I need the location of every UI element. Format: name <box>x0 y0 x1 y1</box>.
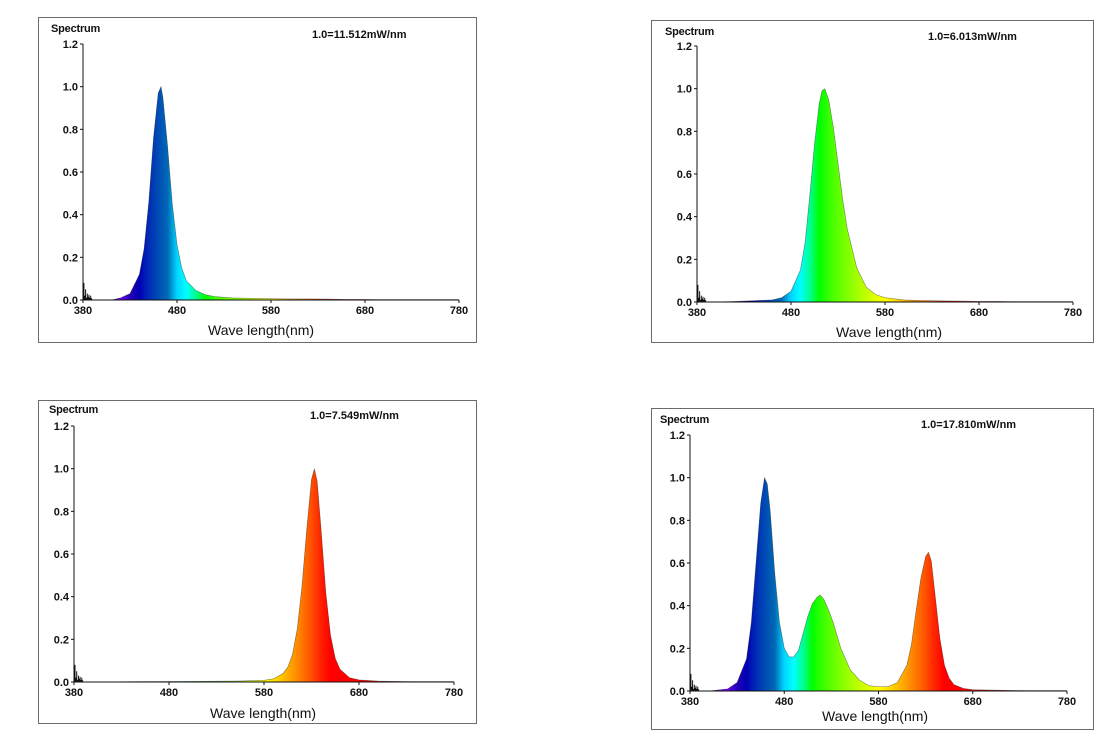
x-tick-label: 480 <box>160 687 178 699</box>
chart-plot: 0.0 0.2 0.4 0.6 0.8 1.0 1.2 380 480 580 680 780 <box>54 421 463 699</box>
chart-plot: 0.0 0.2 0.4 0.6 0.8 1.0 1.2 380 480 580 680 780 <box>670 430 1076 708</box>
x-tick-label: 380 <box>688 307 706 319</box>
y-tick-label: 0.2 <box>63 252 78 264</box>
noise-spike <box>74 664 84 682</box>
y-tick-label: 0.4 <box>63 210 79 222</box>
spectrum-area <box>697 88 1073 302</box>
spectrum-line <box>83 85 459 301</box>
spectrum-line <box>690 476 1067 692</box>
x-tick-label: 780 <box>1064 307 1082 319</box>
y-tick-label: 0.8 <box>677 126 692 138</box>
scale-note: 1.0=17.810mW/nm <box>921 419 1017 431</box>
y-tick-label: 0.4 <box>54 592 70 604</box>
x-axis-title: Wave length(nm) <box>836 324 943 340</box>
spectrum-chart-red: Spectrum 1.0=7.549mW/nm Wave length(nm) … <box>38 400 477 724</box>
noise-spike <box>83 282 93 300</box>
y-tick-label: 1.0 <box>54 464 69 476</box>
y-tick-label: 0.8 <box>63 124 78 136</box>
x-tick-label: 580 <box>262 305 280 317</box>
y-axis-title: Spectrum <box>665 26 715 38</box>
x-tick-label: 480 <box>782 307 800 319</box>
y-tick-label: 0.2 <box>670 643 685 655</box>
y-tick-label: 0.4 <box>670 601 686 613</box>
noise-spike <box>697 284 707 302</box>
x-tick-label: 380 <box>681 696 699 708</box>
y-tick-label: 0.0 <box>670 686 685 698</box>
x-axis-title: Wave length(nm) <box>208 322 315 338</box>
x-tick-label: 580 <box>876 307 894 319</box>
x-tick-label: 780 <box>450 305 468 317</box>
noise-spike <box>690 673 700 691</box>
spectrum-chart-rgb: Spectrum 1.0=17.810mW/nm Wave length(nm)… <box>651 408 1094 730</box>
chart-plot: 0.0 0.2 0.4 0.6 0.8 1.0 1.2 380 480 580 680 780 <box>63 39 468 317</box>
x-tick-label: 780 <box>445 687 463 699</box>
y-tick-label: 1.2 <box>54 421 69 433</box>
y-tick-label: 0.2 <box>54 634 69 646</box>
y-axis-title: Spectrum <box>660 414 710 426</box>
y-tick-label: 0.6 <box>54 549 69 561</box>
y-tick-label: 1.2 <box>670 430 685 442</box>
x-tick-label: 580 <box>255 687 273 699</box>
spectrum-area <box>690 477 1067 691</box>
y-axis-title: Spectrum <box>49 404 99 416</box>
spectrum-area <box>83 86 459 300</box>
y-tick-label: 0.0 <box>677 297 692 309</box>
y-tick-label: 0.2 <box>677 254 692 266</box>
x-tick-label: 480 <box>775 696 793 708</box>
y-tick-label: 0.6 <box>677 169 692 181</box>
x-tick-label: 380 <box>74 305 92 317</box>
x-tick-label: 680 <box>350 687 368 699</box>
spectrum-chart-blue: Spectrum 1.0=11.512mW/nm Wave length(nm)… <box>38 17 477 343</box>
x-tick-label: 580 <box>869 696 887 708</box>
y-tick-label: 0.4 <box>677 212 693 224</box>
y-tick-label: 1.0 <box>63 82 78 94</box>
x-tick-label: 480 <box>168 305 186 317</box>
y-tick-label: 1.0 <box>670 473 685 485</box>
y-tick-label: 0.0 <box>54 677 69 689</box>
x-tick-label: 680 <box>356 305 374 317</box>
y-tick-label: 0.8 <box>670 515 685 527</box>
y-tick-label: 1.2 <box>63 39 78 51</box>
spectrum-line <box>697 88 1073 303</box>
x-axis-title: Wave length(nm) <box>822 708 929 724</box>
y-axis-title: Spectrum <box>51 23 101 35</box>
scale-note: 1.0=7.549mW/nm <box>310 410 399 422</box>
x-tick-label: 680 <box>964 696 982 708</box>
scale-note: 1.0=11.512mW/nm <box>312 29 407 41</box>
y-tick-label: 0.0 <box>63 295 78 307</box>
x-tick-label: 780 <box>1058 696 1076 708</box>
x-axis-title: Wave length(nm) <box>210 705 317 721</box>
spectrum-line <box>74 468 454 683</box>
y-tick-label: 1.0 <box>677 84 692 96</box>
chart-plot: 0.0 0.2 0.4 0.6 0.8 1.0 1.2 380 480 580 680 780 <box>677 41 1082 319</box>
y-tick-label: 0.6 <box>670 558 685 570</box>
y-tick-label: 0.8 <box>54 506 69 518</box>
y-tick-label: 1.2 <box>677 41 692 53</box>
spectrum-chart-green: Spectrum 1.0=6.013mW/nm Wave length(nm) … <box>651 20 1094 343</box>
scale-note: 1.0=6.013mW/nm <box>928 31 1017 43</box>
y-tick-label: 0.6 <box>63 167 78 179</box>
x-tick-label: 380 <box>65 687 83 699</box>
spectrum-area <box>74 468 454 682</box>
x-tick-label: 680 <box>970 307 988 319</box>
